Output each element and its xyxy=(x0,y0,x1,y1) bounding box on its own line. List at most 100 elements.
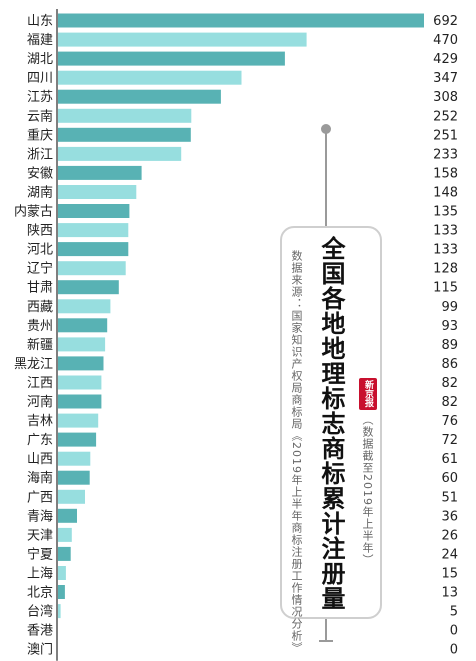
value-label: 133 xyxy=(433,243,458,258)
value-label: 148 xyxy=(433,186,458,201)
value-label: 89 xyxy=(441,338,458,353)
bar xyxy=(58,566,66,580)
bar xyxy=(58,604,61,619)
value-label: 26 xyxy=(441,528,458,543)
bar xyxy=(58,223,129,238)
category-label: 辽宁 xyxy=(27,261,53,277)
category-label: 北京 xyxy=(27,586,53,601)
category-label: 吉林 xyxy=(27,414,53,429)
decorative-dot xyxy=(321,124,331,134)
value-label: 15 xyxy=(441,567,458,582)
value-label: 252 xyxy=(433,109,458,124)
bar xyxy=(58,89,221,104)
bar xyxy=(58,451,91,466)
bar xyxy=(58,242,129,257)
bar xyxy=(58,375,102,390)
bar xyxy=(58,356,104,371)
category-label: 重庆 xyxy=(27,127,53,143)
bar xyxy=(58,261,126,276)
value-label: 133 xyxy=(433,224,458,239)
category-label: 陕西 xyxy=(27,224,53,239)
bar xyxy=(58,394,102,409)
bar xyxy=(58,546,71,561)
value-label: 86 xyxy=(441,357,458,372)
bar xyxy=(58,108,192,123)
bar xyxy=(58,318,108,333)
category-label: 澳门 xyxy=(27,642,53,658)
category-label: 河南 xyxy=(27,394,53,410)
category-label: 浙江 xyxy=(27,147,53,162)
value-label: 115 xyxy=(433,281,458,296)
value-label: 128 xyxy=(433,262,458,277)
value-label: 470 xyxy=(433,33,458,48)
value-label: 233 xyxy=(433,147,458,162)
bar xyxy=(58,508,77,523)
value-label: 51 xyxy=(441,490,458,505)
value-label: 429 xyxy=(433,52,458,67)
category-label: 湖南 xyxy=(27,185,53,201)
value-label: 36 xyxy=(441,509,458,524)
bar xyxy=(58,280,119,295)
category-label: 云南 xyxy=(27,108,53,124)
brand-logo: 新京报 xyxy=(359,378,377,410)
category-label: 贵州 xyxy=(27,319,53,334)
title-card xyxy=(280,226,382,619)
bar xyxy=(58,146,182,161)
category-label: 西藏 xyxy=(27,300,53,315)
category-label: 山东 xyxy=(27,14,53,29)
category-label: 海南 xyxy=(27,470,53,486)
category-label: 湖北 xyxy=(27,52,53,67)
category-label: 河北 xyxy=(27,243,53,258)
value-label: 61 xyxy=(441,452,458,467)
value-label: 82 xyxy=(441,376,458,391)
bar xyxy=(58,185,137,199)
category-label: 台湾 xyxy=(27,604,53,620)
brand-text: 新京报 xyxy=(363,380,373,407)
bar xyxy=(58,585,65,599)
value-label: 135 xyxy=(433,205,458,220)
category-label: 山西 xyxy=(27,452,53,467)
category-label: 广西 xyxy=(27,490,53,505)
value-label: 93 xyxy=(441,319,458,334)
value-label: 308 xyxy=(433,90,458,105)
value-label: 158 xyxy=(433,166,458,181)
value-label: 82 xyxy=(441,395,458,410)
value-label: 5 xyxy=(450,605,458,620)
category-label: 广东 xyxy=(27,433,53,448)
category-label: 江苏 xyxy=(27,89,53,105)
category-label: 四川 xyxy=(27,71,53,86)
value-label: 24 xyxy=(441,547,458,562)
category-label: 新疆 xyxy=(27,337,53,353)
category-label: 香港 xyxy=(27,624,53,639)
category-label: 安徽 xyxy=(27,166,53,181)
category-label: 甘肃 xyxy=(27,281,53,296)
value-label: 0 xyxy=(450,624,458,639)
value-label: 13 xyxy=(441,586,458,601)
bar xyxy=(58,13,424,28)
decorative-stem-top xyxy=(325,128,327,226)
bar xyxy=(58,165,142,180)
category-label: 天津 xyxy=(27,528,53,543)
value-label: 76 xyxy=(441,414,458,429)
bar xyxy=(58,470,90,485)
value-label: 347 xyxy=(433,71,458,86)
category-label: 内蒙古 xyxy=(14,204,53,220)
bar xyxy=(58,204,130,218)
bar xyxy=(58,51,285,66)
decorative-stem-foot xyxy=(319,640,333,642)
value-label: 99 xyxy=(441,300,458,315)
category-label: 上海 xyxy=(27,567,53,582)
bar xyxy=(58,32,307,47)
data-cutoff-note: （数据截至2019年上半年） xyxy=(361,414,374,566)
category-label: 青海 xyxy=(27,509,53,524)
value-label: 251 xyxy=(433,128,458,143)
category-label: 黑龙江 xyxy=(14,357,53,372)
bar xyxy=(58,70,242,85)
bar xyxy=(58,337,106,352)
bar xyxy=(58,432,97,447)
bar xyxy=(58,127,191,142)
value-label: 72 xyxy=(441,433,458,448)
bar xyxy=(58,527,72,542)
value-label: 0 xyxy=(450,643,458,658)
